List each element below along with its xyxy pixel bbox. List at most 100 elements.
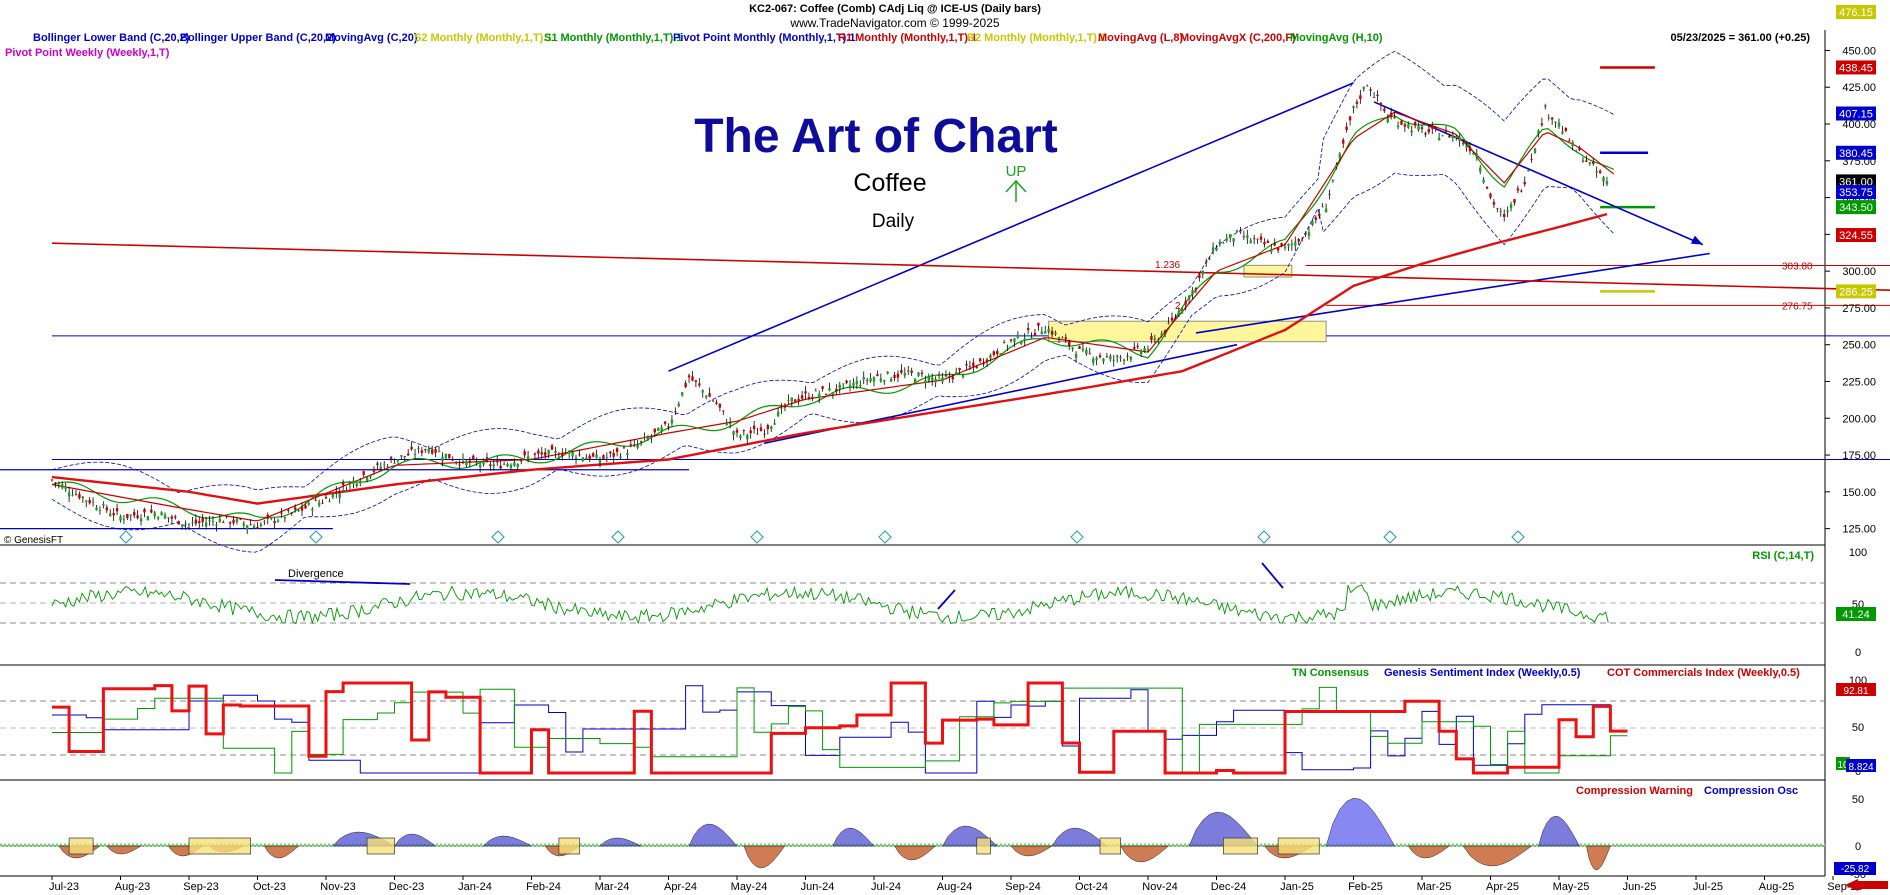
candle-body <box>1413 122 1417 126</box>
candle-body <box>1366 85 1369 87</box>
legend-item: MovingAvg (C,20) <box>325 32 418 44</box>
candle-body <box>218 518 222 522</box>
candle-body <box>1283 246 1287 249</box>
sentiment-index-line <box>52 685 1628 774</box>
candle-body <box>513 462 516 466</box>
candle-body <box>1503 214 1506 217</box>
candle-body <box>126 513 129 519</box>
candle-body <box>403 455 406 457</box>
candle-body <box>1276 247 1280 251</box>
candle-body <box>1198 274 1201 279</box>
candle-body <box>1294 241 1297 246</box>
candle-body <box>1561 131 1564 134</box>
candle-body <box>204 522 208 527</box>
candle-body <box>776 411 780 416</box>
congestion-box <box>1243 264 1293 278</box>
candle-body <box>1016 334 1020 338</box>
candle-body <box>1547 117 1550 119</box>
candle-body <box>1085 349 1088 355</box>
legend-item: S1 Monthly (Monthly,1,T).1 <box>544 32 683 44</box>
candle-body <box>136 515 139 518</box>
rsi-tick: 0 <box>1855 647 1861 659</box>
candle-body <box>1372 97 1376 99</box>
scroll-right-bar[interactable] <box>1858 881 1888 889</box>
candle-body <box>441 456 444 462</box>
candle-body <box>1355 101 1359 104</box>
candle-body <box>1119 357 1122 359</box>
candle-body <box>263 521 266 523</box>
price-tag <box>1836 4 1876 19</box>
legend-item: Bollinger Upper Band (C,20,2) <box>180 32 336 44</box>
candle-body <box>1205 261 1208 263</box>
candle-body <box>74 493 78 495</box>
candle-body <box>420 450 424 453</box>
candle-body <box>1095 357 1098 360</box>
candle-body <box>845 380 848 383</box>
candle-body <box>1191 290 1194 295</box>
candle-body <box>88 499 91 504</box>
y-tick-label: 425.00 <box>1842 82 1876 94</box>
rsi-trend-line <box>1261 562 1284 589</box>
level-label: 303.80 <box>1782 262 1813 273</box>
compression-hump <box>264 845 300 859</box>
chart-header-copyright: www.TradeNavigator.com © 1999-2025 <box>789 16 999 30</box>
legend-item: MovingAvg (H,10) <box>1290 32 1383 44</box>
candle-body <box>770 426 773 429</box>
candle-body <box>239 518 242 520</box>
candle-body <box>1424 133 1427 135</box>
candle-body <box>1592 162 1595 164</box>
candle-body <box>718 403 722 408</box>
x-tick-label: Feb-24 <box>526 881 561 893</box>
price-pane: 1.236 2 303.80 276.75 <box>0 50 1890 553</box>
candle-body <box>475 462 478 464</box>
candle-body <box>852 382 855 386</box>
candle-body <box>1184 300 1187 305</box>
price-tag <box>1836 200 1876 215</box>
candle-body <box>1160 333 1163 336</box>
scroll-right-icon[interactable] <box>1845 879 1858 891</box>
candle-body <box>876 374 879 376</box>
compression-warning-box <box>188 837 252 855</box>
candle-body <box>537 450 540 454</box>
study-legend: Bollinger Lower Band (C,20,2)Bollinger U… <box>33 32 1383 44</box>
candle-body <box>1249 240 1252 244</box>
candle-body <box>1598 170 1602 173</box>
candle-body <box>547 450 550 455</box>
candle-body <box>1602 177 1605 182</box>
candle-body <box>955 371 958 375</box>
candle-body <box>228 522 232 524</box>
x-tick-label: Jul-25 <box>1693 881 1723 893</box>
candle-body <box>201 517 204 523</box>
candle-body <box>650 436 653 438</box>
candle-body <box>1222 242 1225 244</box>
price-tag-text: 353.75 <box>1839 187 1873 199</box>
candle-body <box>393 462 396 464</box>
candle-body <box>1475 153 1478 157</box>
candle-body <box>1434 127 1437 130</box>
candle-body <box>1297 239 1300 242</box>
candle-body <box>657 428 660 431</box>
candle-body <box>276 520 280 522</box>
candle-body <box>653 428 656 433</box>
candle-body <box>1266 241 1270 244</box>
candle-body <box>156 517 160 519</box>
candle-body <box>1263 242 1266 245</box>
candle-body <box>824 393 828 395</box>
candle-body <box>1574 150 1578 152</box>
candle-body <box>81 496 85 499</box>
candle-body <box>71 494 74 496</box>
candle-body <box>1259 236 1263 240</box>
candle-body <box>1455 136 1458 139</box>
candle-body <box>208 520 211 522</box>
candle-body <box>1122 359 1126 361</box>
candle-body <box>1246 235 1249 239</box>
candle-body <box>660 427 663 432</box>
candle-body <box>1020 341 1023 344</box>
candle-body <box>807 396 811 400</box>
candle-body <box>1585 160 1588 162</box>
candle-body <box>821 386 824 389</box>
candle-body <box>841 383 845 385</box>
candle-body <box>1407 124 1410 128</box>
candle-body <box>605 457 609 458</box>
candle-body <box>328 501 331 503</box>
